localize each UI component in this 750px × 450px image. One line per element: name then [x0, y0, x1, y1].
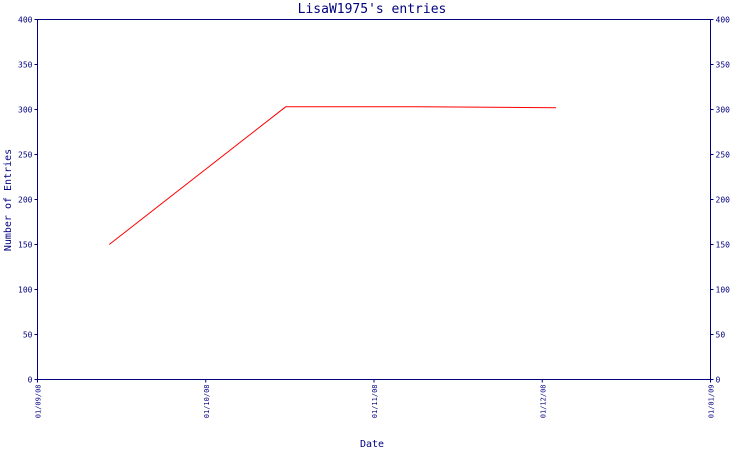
series-group [108, 106, 557, 245]
y-tick-label-right-5: 250 [716, 151, 731, 160]
y-tick-label-right-1: 50 [716, 331, 726, 340]
y-tick-label-left-7: 350 [18, 61, 33, 70]
y-axis-right: 0 50 100 150 200 250 300 350 400 [710, 16, 731, 385]
y-tick-label-left-1: 50 [23, 331, 33, 340]
y-axis-left: 0 50 100 150 200 250 300 350 400 [18, 16, 38, 385]
y-tick-label-left-8: 400 [18, 16, 33, 25]
y-tick-label-left-3: 150 [18, 241, 33, 250]
y-tick-label-right-0: 0 [716, 376, 721, 385]
y-tick-label-left-0: 0 [28, 376, 33, 385]
y-tick-label-left-5: 250 [18, 151, 33, 160]
y-tick-label-right-2: 100 [716, 286, 731, 295]
y-tick-label-right-3: 150 [716, 241, 731, 250]
y-axis-title: Number of Entries [3, 149, 14, 251]
y-tick-label-right-6: 300 [716, 106, 731, 115]
x-axis-title: Date [360, 439, 384, 450]
y-tick-label-right-4: 200 [716, 196, 731, 205]
y-tick-label-left-4: 200 [18, 196, 33, 205]
series-line-0 [108, 106, 557, 245]
plot-frame [37, 19, 711, 380]
x-tick-label-1: 01/10/08 [203, 385, 211, 419]
y-tick-label-right-8: 400 [716, 16, 731, 25]
x-tick-label-4: 01/01/09 [708, 385, 716, 419]
chart-title: LisaW1975's entries [298, 2, 447, 17]
x-tick-label-2: 01/11/08 [371, 385, 379, 419]
y-tick-label-right-7: 350 [716, 61, 731, 70]
x-axis: 01/09/08 01/10/08 01/11/08 01/12/08 01/01/09 [35, 379, 716, 419]
x-tick-label-0: 01/09/08 [35, 385, 43, 419]
y-tick-label-left-2: 100 [18, 286, 33, 295]
y-tick-label-left-6: 300 [18, 106, 33, 115]
x-tick-label-3: 01/12/08 [539, 385, 547, 419]
